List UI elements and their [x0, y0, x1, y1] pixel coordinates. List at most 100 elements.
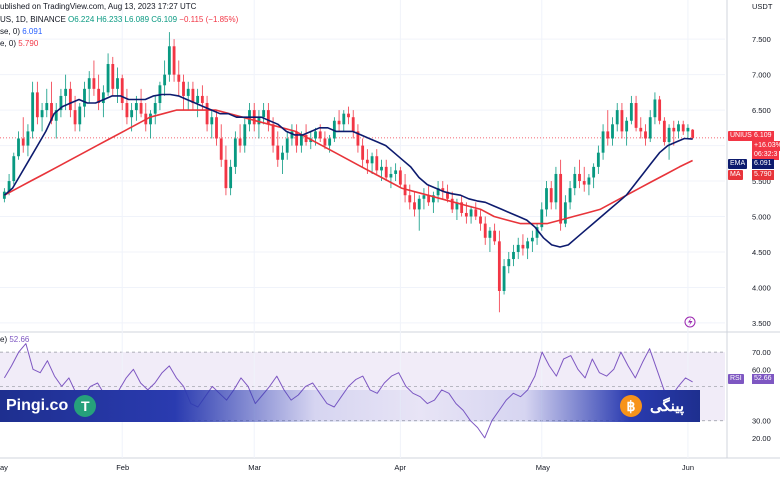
candle-body: [111, 64, 115, 89]
price-tick-label: 4.500: [752, 248, 771, 257]
candle-body: [26, 131, 30, 146]
candle-body: [163, 74, 167, 86]
candle-body: [97, 88, 101, 104]
candle-body: [21, 138, 25, 146]
symbol-countdown-tag: 06:32:3: [752, 150, 780, 160]
candle-body: [59, 95, 63, 111]
candle-body: [611, 124, 614, 139]
candle-body: [521, 244, 525, 249]
brand-left: Pingi.co T: [6, 395, 97, 417]
price-tick-label: 5.000: [752, 213, 771, 222]
candle-body: [17, 138, 20, 157]
candle-body: [337, 120, 341, 125]
candle-body: [526, 241, 530, 249]
lightning-glyph: [688, 318, 693, 326]
low-value: L6.089: [124, 15, 150, 24]
candle-body: [644, 131, 647, 139]
rsi-tag: RSI: [728, 374, 744, 384]
candle-body: [559, 173, 563, 224]
rsi-tick-label: 60.00: [752, 365, 771, 374]
time-tick-label: Mar: [248, 463, 261, 472]
candle-body: [7, 181, 11, 192]
candle-body: [483, 223, 487, 238]
ema-value-tag: 6.091: [752, 159, 774, 169]
candle-body: [427, 195, 431, 203]
candle-body: [78, 106, 82, 125]
candle-body: [446, 191, 449, 199]
rsi-value-tag: 52.66: [752, 374, 774, 384]
candle-body: [365, 159, 369, 164]
candle-body: [125, 103, 129, 118]
candle-body: [73, 110, 77, 125]
brand-right-text: پینگی: [650, 398, 685, 415]
candle-body: [361, 145, 365, 160]
candle-body: [479, 216, 482, 224]
candle-body: [573, 173, 577, 189]
candle-body: [563, 202, 567, 224]
candle-body: [12, 156, 16, 182]
candle-body: [219, 138, 223, 160]
candle-body: [389, 173, 393, 178]
candle-body: [262, 110, 266, 118]
candle-body: [205, 103, 209, 125]
brand-right: ฿ پینگی: [620, 395, 684, 417]
candle-body: [464, 212, 468, 217]
candle-body: [507, 259, 511, 267]
candle-body: [474, 209, 478, 217]
candle-body: [35, 92, 39, 118]
time-tick-label: Jun: [682, 463, 694, 472]
candle-body: [342, 113, 346, 125]
candle-body: [380, 166, 383, 171]
candle-body: [653, 99, 657, 118]
candle-body: [243, 124, 247, 146]
candle-body: [601, 131, 605, 153]
candle-body: [210, 117, 214, 125]
candle-body: [290, 131, 294, 139]
candle-body: [64, 88, 68, 96]
candle-body: [191, 88, 195, 104]
candle-body: [662, 120, 666, 143]
open-value: O6.224: [68, 15, 95, 24]
candle-body: [625, 120, 629, 132]
candle-body: [545, 188, 548, 210]
price-tick-label: 5.500: [752, 177, 771, 186]
candle-body: [351, 117, 355, 132]
candle-body: [238, 138, 242, 146]
ma-line: [4, 109, 693, 225]
candle-body: [83, 88, 86, 107]
rsi-tick-label: 30.00: [752, 417, 771, 426]
header-published: ublished on TradingView.com, Aug 13, 202…: [0, 2, 197, 11]
candle-body: [229, 166, 233, 189]
candle-body: [686, 127, 690, 132]
candle-body: [535, 227, 539, 238]
bitcoin-icon: ฿: [620, 395, 642, 417]
candle-body: [130, 110, 134, 118]
candle-body: [356, 131, 360, 146]
time-tick-label: Apr: [394, 463, 406, 472]
candle-body: [45, 103, 49, 111]
candle-body: [417, 198, 421, 210]
candle-body: [681, 124, 685, 132]
candle-body: [422, 195, 426, 199]
candle-body: [92, 78, 96, 89]
candle-body: [215, 117, 218, 139]
candle-body: [177, 74, 181, 82]
candle-body: [54, 110, 58, 121]
candle-body: [592, 166, 596, 178]
candle-body: [106, 64, 110, 93]
candle-body: [40, 110, 44, 118]
candle-body: [134, 103, 138, 111]
candle-body: [196, 95, 200, 104]
candle-body: [408, 195, 412, 203]
time-tick-label: May: [536, 463, 550, 472]
candle-body: [596, 152, 600, 167]
price-tick-label: 3.500: [752, 319, 771, 328]
candle-body: [455, 202, 459, 210]
candle-body: [304, 134, 308, 143]
candle-body: [648, 117, 652, 139]
candle-body: [469, 209, 473, 217]
price-tick-label: 7.000: [752, 71, 771, 80]
candle-body: [370, 156, 374, 164]
candle-body: [587, 177, 591, 185]
candle-body: [488, 230, 492, 238]
